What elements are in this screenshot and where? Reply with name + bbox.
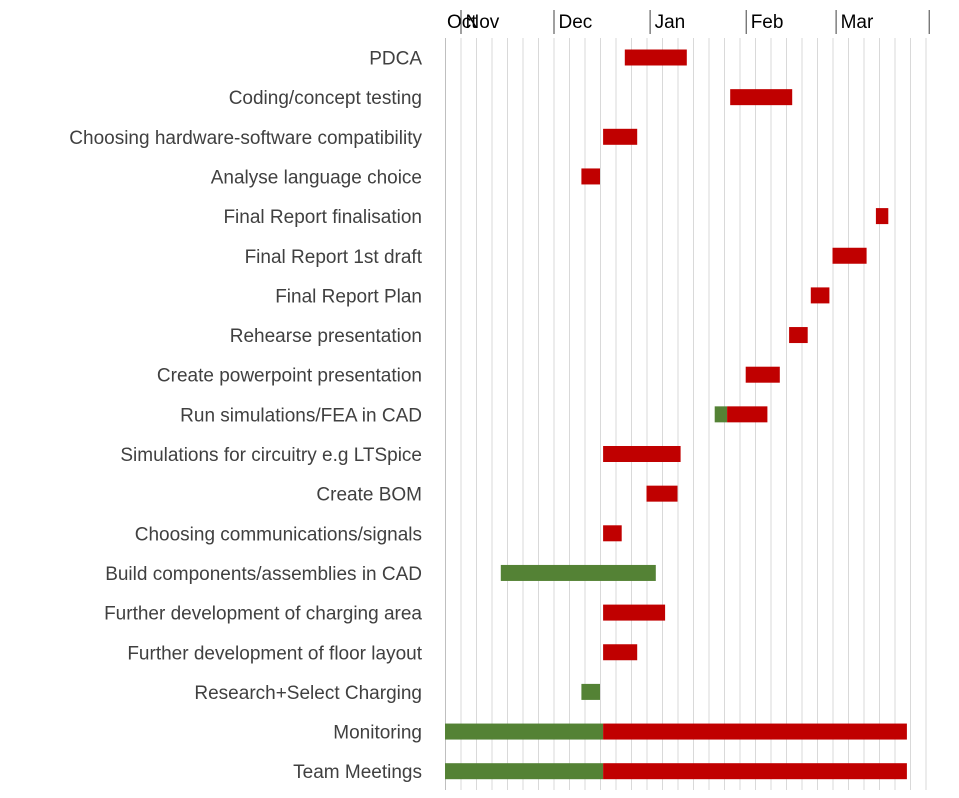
task-bar-remaining bbox=[603, 446, 681, 462]
task-label: PDCA bbox=[369, 49, 422, 70]
month-label: Dec bbox=[559, 12, 593, 33]
task-label: Choosing communications/signals bbox=[135, 524, 422, 545]
task-bar-remaining bbox=[624, 49, 687, 66]
task-bar-remaining bbox=[581, 168, 600, 185]
task-label: Further development of charging area bbox=[104, 604, 422, 625]
task-label: Simulations for circuitry e.g LTSpice bbox=[120, 445, 422, 466]
task-label: Monitoring bbox=[333, 723, 422, 744]
task-label: Final Report 1st draft bbox=[245, 247, 423, 268]
task-bar-completed bbox=[500, 564, 656, 581]
task-bar-remaining bbox=[603, 644, 638, 661]
task-label: Team Meetings bbox=[293, 762, 422, 783]
task-label: Rehearse presentation bbox=[230, 326, 422, 347]
grid-layer bbox=[445, 38, 927, 790]
task-bar-remaining bbox=[603, 763, 907, 780]
task-label: Run simulations/FEA in CAD bbox=[180, 405, 422, 426]
task-label: Final Report finalisation bbox=[223, 207, 422, 228]
task-bar-remaining bbox=[832, 247, 867, 264]
task-bar-remaining bbox=[603, 604, 666, 621]
month-label: Mar bbox=[841, 12, 874, 33]
task-label: Final Report Plan bbox=[275, 286, 422, 307]
task-bar-completed bbox=[445, 763, 604, 780]
task-bar-remaining bbox=[646, 485, 678, 502]
task-bar-completed bbox=[581, 683, 600, 700]
task-bar-remaining bbox=[727, 406, 768, 423]
month-label: Nov bbox=[466, 12, 500, 33]
task-bar-completed bbox=[445, 723, 604, 740]
task-label: Create BOM bbox=[316, 485, 422, 506]
task-label: Research+Select Charging bbox=[194, 683, 422, 704]
task-label: Further development of floor layout bbox=[127, 643, 422, 664]
task-bar-remaining bbox=[730, 89, 793, 106]
task-bars bbox=[445, 49, 907, 780]
month-label: Jan bbox=[655, 12, 686, 33]
task-bar-remaining bbox=[603, 723, 907, 740]
task-bar-remaining bbox=[603, 128, 638, 145]
task-label: Analyse language choice bbox=[211, 167, 422, 188]
task-label: Create powerpoint presentation bbox=[157, 366, 422, 387]
task-bar-remaining bbox=[745, 366, 780, 383]
task-label: Choosing hardware-software compatibility bbox=[69, 128, 422, 149]
task-bar-completed bbox=[714, 406, 728, 423]
task-label: Coding/concept testing bbox=[229, 88, 422, 109]
month-label: Oct bbox=[447, 12, 477, 33]
task-labels: PDCA Coding/concept testing Choosing hardw… bbox=[69, 49, 422, 784]
task-bar-remaining bbox=[603, 525, 622, 542]
task-bar-remaining bbox=[810, 287, 830, 304]
task-bar-remaining bbox=[875, 208, 889, 225]
task-label: Build components/assemblies in CAD bbox=[105, 564, 422, 585]
task-bar-remaining bbox=[789, 327, 808, 344]
month-label: Feb bbox=[751, 12, 784, 33]
